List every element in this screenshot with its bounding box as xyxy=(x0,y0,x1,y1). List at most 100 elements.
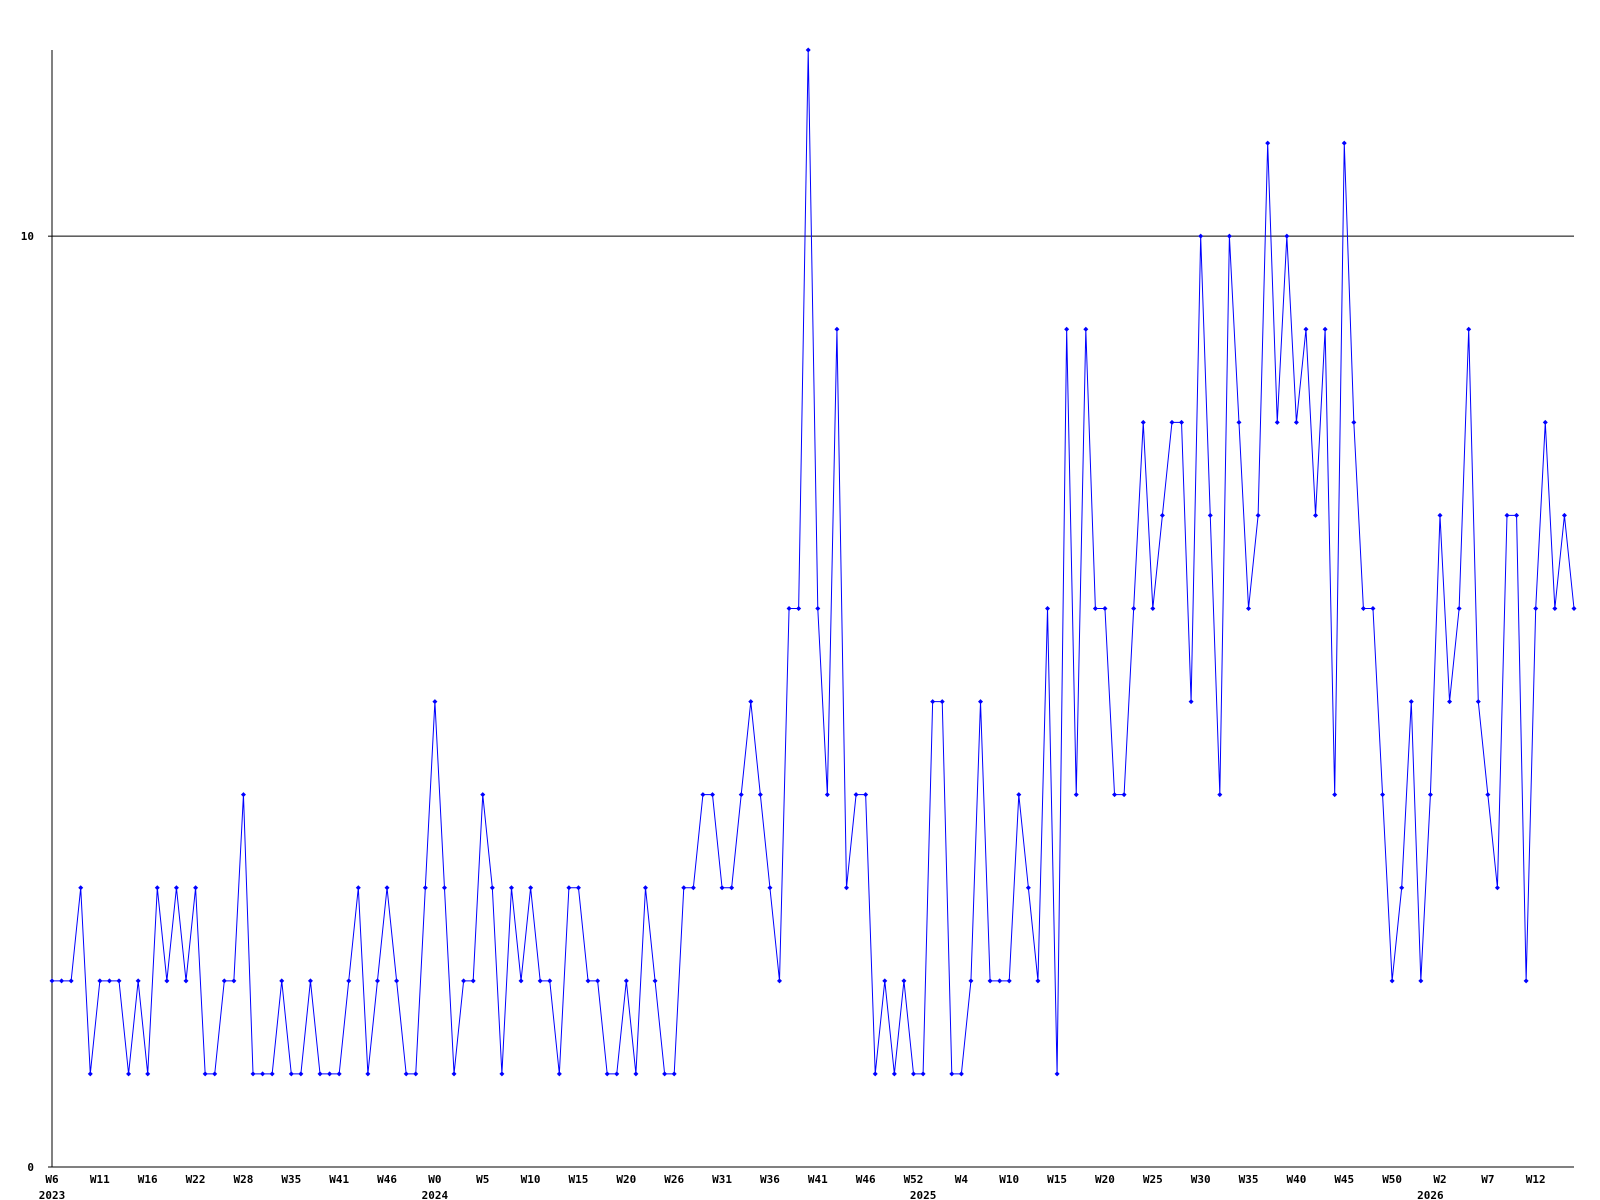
point-marker xyxy=(1112,792,1118,798)
x-tick-label: W46 xyxy=(377,1173,397,1186)
point-marker xyxy=(451,1071,457,1077)
point-marker xyxy=(97,978,103,984)
point-marker xyxy=(1370,606,1376,611)
point-marker xyxy=(528,885,534,891)
point-marker xyxy=(480,792,486,798)
point-marker xyxy=(1475,699,1481,705)
point-marker xyxy=(518,978,524,984)
point-marker xyxy=(441,885,447,891)
point-marker xyxy=(1313,512,1319,518)
point-marker xyxy=(1514,512,1520,518)
point-marker xyxy=(1274,419,1280,425)
point-marker xyxy=(978,699,984,705)
point-marker xyxy=(1447,699,1453,705)
point-marker xyxy=(1303,326,1309,332)
point-marker xyxy=(1466,326,1472,332)
point-marker xyxy=(1179,419,1185,425)
point-marker xyxy=(1504,512,1510,518)
x-tick-label: W26 xyxy=(664,1173,684,1186)
point-marker xyxy=(796,606,802,611)
point-marker xyxy=(240,792,246,798)
point-marker xyxy=(164,978,170,984)
point-marker xyxy=(394,978,400,984)
point-marker xyxy=(891,1071,897,1077)
point-marker xyxy=(1293,419,1299,425)
point-marker xyxy=(1360,606,1366,611)
point-marker xyxy=(59,978,65,984)
point-marker xyxy=(298,1071,304,1077)
y-tick-label: 0 xyxy=(27,1161,34,1174)
point-marker xyxy=(1542,419,1548,425)
point-marker xyxy=(1341,140,1347,146)
point-marker xyxy=(145,1071,151,1077)
point-marker xyxy=(824,792,830,798)
point-marker xyxy=(1351,419,1357,425)
point-marker xyxy=(690,885,696,891)
point-marker xyxy=(1016,792,1022,798)
point-marker xyxy=(1226,233,1232,239)
point-marker xyxy=(374,978,380,984)
x-tick-label: W31 xyxy=(712,1173,732,1186)
x-year-label: 2026 xyxy=(1417,1189,1444,1200)
point-marker xyxy=(537,978,543,984)
x-tick-label: W45 xyxy=(1334,1173,1354,1186)
x-tick-label: W20 xyxy=(1095,1173,1115,1186)
point-marker xyxy=(49,978,55,984)
x-tick-label: W15 xyxy=(1047,1173,1067,1186)
point-marker xyxy=(1332,792,1338,798)
point-marker xyxy=(1140,419,1146,425)
point-marker xyxy=(499,1071,505,1077)
point-marker xyxy=(642,885,648,891)
point-marker xyxy=(853,792,859,798)
point-marker xyxy=(1456,606,1462,611)
point-marker xyxy=(776,978,782,984)
point-marker xyxy=(508,885,514,891)
point-marker xyxy=(87,1071,93,1077)
x-tick-label: W35 xyxy=(1239,1173,1259,1186)
point-marker xyxy=(585,978,591,984)
point-marker xyxy=(1418,978,1424,984)
point-marker xyxy=(662,1071,668,1077)
point-marker xyxy=(556,1071,562,1077)
y-tick-label: 10 xyxy=(21,230,34,243)
point-marker xyxy=(1399,885,1405,891)
point-marker xyxy=(173,885,179,891)
x-tick-label: W5 xyxy=(476,1173,489,1186)
point-marker xyxy=(1427,792,1433,798)
point-marker xyxy=(1073,792,1079,798)
point-marker xyxy=(183,978,189,984)
point-marker xyxy=(1561,512,1567,518)
point-marker xyxy=(882,978,888,984)
x-tick-label: W7 xyxy=(1481,1173,1494,1186)
point-marker xyxy=(1389,978,1395,984)
point-marker xyxy=(68,978,74,984)
x-tick-label: W22 xyxy=(186,1173,206,1186)
point-marker xyxy=(1494,885,1500,891)
point-marker xyxy=(1255,512,1261,518)
point-marker xyxy=(652,978,658,984)
point-marker xyxy=(547,978,553,984)
x-tick-label: W10 xyxy=(521,1173,541,1186)
x-tick-label: W15 xyxy=(569,1173,589,1186)
x-tick-label: W20 xyxy=(616,1173,636,1186)
point-marker xyxy=(307,978,313,984)
point-marker xyxy=(1188,699,1194,705)
point-marker xyxy=(1102,606,1108,611)
point-marker xyxy=(575,885,581,891)
point-marker xyxy=(212,1071,218,1077)
point-marker xyxy=(461,978,467,984)
point-marker xyxy=(729,885,735,891)
point-marker xyxy=(1284,233,1290,239)
x-tick-label: W6 xyxy=(45,1173,59,1186)
point-marker xyxy=(432,699,438,705)
point-marker xyxy=(1265,140,1271,146)
point-marker xyxy=(997,978,1003,984)
x-year-label: 2025 xyxy=(910,1189,937,1200)
point-marker xyxy=(1523,978,1529,984)
point-marker xyxy=(1150,606,1156,611)
series-line xyxy=(52,49,1575,1075)
point-marker xyxy=(1217,792,1223,798)
point-marker xyxy=(863,792,869,798)
x-tick-label: W12 xyxy=(1526,1173,1546,1186)
x-tick-label: W11 xyxy=(90,1173,110,1186)
